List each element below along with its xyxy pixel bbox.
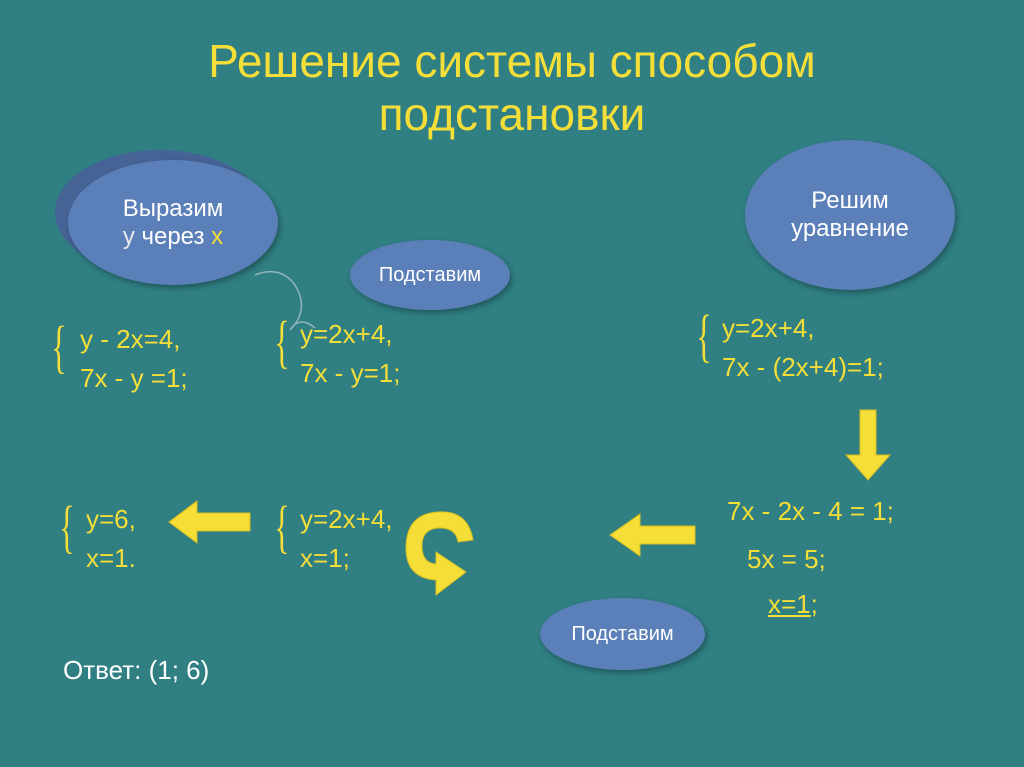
arrow-curved-icon — [388, 500, 498, 600]
s4-eq2: х=1; — [300, 539, 393, 578]
work-line1: 7х - 2х - 4 = 1; — [727, 492, 894, 531]
s1-eq1: у - 2х=4, — [80, 320, 188, 359]
express-line2: у через х — [123, 223, 223, 251]
solve-line1: Решим — [811, 187, 888, 215]
s4-eq1: у=2х+4, — [300, 500, 393, 539]
work-l3-suffix: ; — [811, 589, 818, 619]
express-line1: Выразим — [123, 195, 224, 223]
s3-eq2: 7х - (2х+4)=1; — [722, 348, 884, 387]
express-through: через — [135, 223, 211, 250]
system5: у=6, х=1. — [86, 500, 136, 578]
s1-eq2: 7х - у =1; — [80, 359, 188, 398]
answer-text: Ответ: (1; 6) — [63, 655, 209, 686]
arrow-down-icon — [838, 405, 898, 485]
brace-icon: { — [51, 313, 66, 380]
substitute2-bubble: Подставим — [540, 598, 705, 670]
solve-bubble: Решим уравнение — [745, 140, 955, 290]
s5-eq1: у=6, — [86, 500, 136, 539]
s2-eq2: 7х - у=1; — [300, 354, 400, 393]
system4: у=2х+4, х=1; — [300, 500, 393, 578]
title-line1: Решение системы способом подстановки — [208, 35, 816, 140]
solve-line2: уравнение — [791, 215, 909, 243]
s2-eq1: у=2х+4, — [300, 315, 400, 354]
arrow-left-icon — [165, 498, 255, 546]
brace-icon: { — [59, 493, 74, 560]
s5-eq2: х=1. — [86, 539, 136, 578]
substitute1-bubble: Подставим — [350, 240, 510, 310]
substitute2-text: Подставим — [571, 623, 673, 646]
arrow-left-icon — [605, 510, 700, 560]
brace-icon: { — [696, 302, 711, 369]
system2: у=2х+4, 7х - у=1; — [300, 315, 400, 393]
work-line3: х=1; — [768, 585, 818, 624]
express-x: х — [211, 223, 223, 250]
system1: у - 2х=4, 7х - у =1; — [80, 320, 188, 398]
substitute1-text: Подставим — [379, 264, 481, 287]
s3-eq1: у=2х+4, — [722, 309, 884, 348]
brace-icon: { — [274, 308, 289, 375]
express-y: у — [123, 223, 135, 250]
brace-icon: { — [274, 493, 289, 560]
system3: у=2х+4, 7х - (2х+4)=1; — [722, 309, 884, 387]
work-line2: 5х = 5; — [747, 540, 826, 579]
work-l3-underlined: х=1 — [768, 589, 811, 619]
slide-title: Решение системы способом подстановки — [0, 35, 1024, 141]
